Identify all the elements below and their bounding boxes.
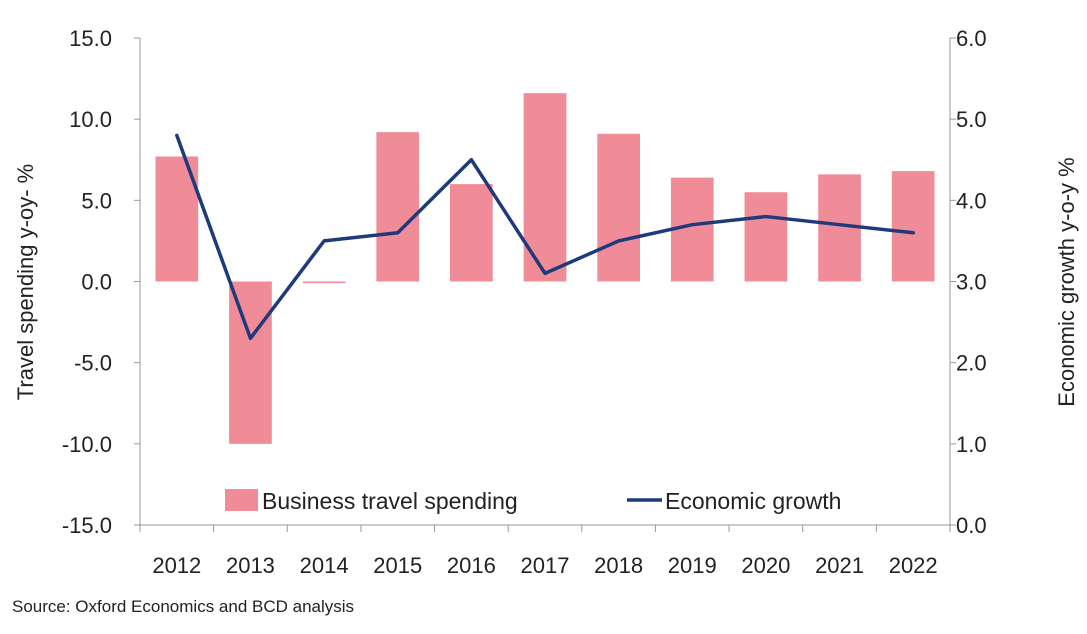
bar [597, 133, 640, 282]
legend-line-label: Economic growth [665, 488, 841, 514]
y2-tick-label: 1.0 [956, 432, 987, 457]
y-tick-label: 5.0 [81, 188, 112, 213]
y2-axis-title: Economic growth y-o-y % [1054, 157, 1079, 406]
y2-tick-label: 6.0 [956, 26, 987, 51]
line-point [396, 231, 400, 235]
legend-bar-label: Business travel spending [262, 488, 518, 514]
y-tick-label: -5.0 [74, 351, 112, 376]
legend-bar-swatch [225, 489, 258, 511]
line-point [911, 231, 915, 235]
bar [450, 184, 493, 282]
line-point [469, 158, 473, 162]
y2-tick-label: 5.0 [956, 107, 987, 132]
x-tick-label: 2022 [889, 553, 938, 578]
line-point [175, 133, 179, 137]
y-tick-label: 0.0 [81, 270, 112, 295]
x-tick-label: 2015 [373, 553, 422, 578]
x-tick-label: 2014 [300, 553, 349, 578]
x-tick-label: 2013 [226, 553, 275, 578]
y-axis-title: Travel spending y-oy- % [13, 164, 38, 400]
y2-tick-label: 4.0 [956, 188, 987, 213]
y2-tick-label: 0.0 [956, 513, 987, 538]
bar [376, 132, 420, 282]
y-tick-label: -10.0 [62, 432, 112, 457]
x-tick-label: 2020 [741, 553, 790, 578]
bar [744, 192, 788, 282]
y2-tick-label: 2.0 [956, 351, 987, 376]
y-tick-label: 10.0 [69, 107, 112, 132]
line-point [838, 223, 842, 227]
line-point [248, 336, 252, 340]
line-point [764, 215, 768, 219]
line-point [690, 223, 694, 227]
x-tick-label: 2016 [447, 553, 496, 578]
legend: Business travel spending Economic growth [225, 488, 841, 514]
x-tick-label: 2017 [521, 553, 570, 578]
line-point [617, 239, 621, 243]
x-tick-label: 2012 [152, 553, 201, 578]
line-point [322, 239, 326, 243]
x-tick-label: 2021 [815, 553, 864, 578]
line-point [543, 271, 547, 275]
y-tick-label: 15.0 [69, 26, 112, 51]
bar [229, 281, 272, 444]
x-tick-label: 2019 [668, 553, 717, 578]
x-tick-label: 2018 [594, 553, 643, 578]
bar [891, 171, 935, 282]
y2-tick-label: 3.0 [956, 270, 987, 295]
y-tick-label: -15.0 [62, 513, 112, 538]
source-note: Source: Oxford Economics and BCD analysi… [12, 597, 355, 616]
bar [302, 281, 346, 284]
